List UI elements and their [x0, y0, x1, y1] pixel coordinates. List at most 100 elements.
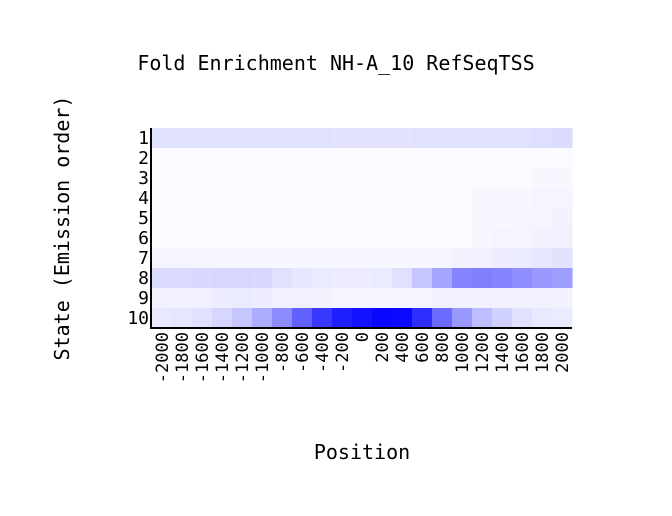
heatmap-cell: [152, 308, 173, 329]
heatmap-cell: [212, 288, 233, 309]
heatmap-cell: [212, 268, 233, 289]
heatmap-cell: [552, 268, 573, 289]
heatmap-cell: [352, 228, 373, 249]
heatmap-cell: [192, 268, 213, 289]
heatmap-cell: [292, 168, 313, 189]
heatmap-cell: [392, 188, 413, 209]
heatmap-cell: [532, 288, 553, 309]
heatmap-cell: [312, 268, 333, 289]
heatmap-cell: [492, 148, 513, 169]
heatmap-cell: [252, 148, 273, 169]
heatmap-cell: [412, 128, 433, 149]
heatmap-cell: [372, 248, 393, 269]
heatmap-cell: [332, 168, 353, 189]
x-tick-label: 1600: [513, 332, 533, 373]
heatmap-cell: [352, 248, 373, 269]
heatmap-cell: [172, 288, 193, 309]
heatmap-cell: [192, 148, 213, 169]
heatmap-cell: [272, 128, 293, 149]
heatmap-cells: [152, 128, 573, 329]
heatmap-cell: [312, 288, 333, 309]
heatmap-cell: [432, 268, 453, 289]
heatmap-cell: [432, 288, 453, 309]
chart-title: Fold Enrichment NH-A_10 RefSeqTSS: [137, 51, 534, 75]
heatmap-cell: [552, 168, 573, 189]
heatmap-cell: [412, 208, 433, 229]
heatmap-cell: [352, 208, 373, 229]
heatmap-cell: [432, 168, 453, 189]
heatmap-cell: [392, 268, 413, 289]
heatmap-cell: [232, 188, 253, 209]
heatmap-cell: [432, 148, 453, 169]
heatmap-cell: [232, 248, 253, 269]
heatmap-cell: [332, 208, 353, 229]
heatmap-cell: [512, 268, 533, 289]
heatmap-cell: [212, 208, 233, 229]
heatmap-cell: [552, 188, 573, 209]
heatmap-cell: [472, 248, 493, 269]
heatmap-cell: [512, 228, 533, 249]
x-tick-label: 2000: [553, 332, 573, 373]
heatmap-cell: [432, 228, 453, 249]
heatmap-cell: [472, 228, 493, 249]
heatmap-cell: [292, 148, 313, 169]
heatmap-cell: [472, 188, 493, 209]
heatmap-cell: [332, 248, 353, 269]
heatmap-cell: [532, 268, 553, 289]
x-tick-label: 0: [353, 332, 373, 342]
heatmap-cell: [232, 228, 253, 249]
heatmap-cell: [552, 228, 573, 249]
heatmap-cell: [312, 308, 333, 329]
heatmap-cell: [192, 308, 213, 329]
heatmap-cell: [352, 308, 373, 329]
x-tick-label: 1400: [493, 332, 513, 373]
heatmap-cell: [252, 228, 273, 249]
heatmap-cell: [372, 148, 393, 169]
heatmap-cell: [332, 128, 353, 149]
heatmap-cell: [212, 148, 233, 169]
heatmap-cell: [492, 168, 513, 189]
heatmap-cell: [372, 268, 393, 289]
heatmap-cell: [392, 208, 413, 229]
heatmap-cell: [412, 308, 433, 329]
heatmap-cell: [512, 288, 533, 309]
x-tick-label: 600: [413, 332, 433, 363]
heatmap-cell: [512, 308, 533, 329]
heatmap-cell: [232, 268, 253, 289]
heatmap-cell: [492, 268, 513, 289]
x-tick-labels: -2000 -1800 -1600 -1400 -1200 -1000 -800 -600 -4…: [153, 332, 573, 383]
heatmap-cell: [312, 128, 333, 149]
y-tick-label: 9: [138, 288, 149, 309]
heatmap-cell: [432, 248, 453, 269]
heatmap-cell: [252, 308, 273, 329]
heatmap-cell: [292, 208, 313, 229]
heatmap-cell: [412, 268, 433, 289]
heatmap-cell: [532, 188, 553, 209]
heatmap-cell: [152, 148, 173, 169]
heatmap-cell: [272, 308, 293, 329]
x-tick-label: 800: [433, 332, 453, 363]
heatmap-cell: [212, 188, 233, 209]
heatmap-cell: [372, 128, 393, 149]
heatmap-cell: [172, 148, 193, 169]
x-tick-label: -600: [293, 332, 313, 373]
x-tick-label: -1000: [253, 332, 273, 383]
y-tick-label: 8: [138, 268, 149, 289]
heatmap-cell: [252, 168, 273, 189]
heatmap-cell: [192, 288, 213, 309]
y-axis-label: State (Emission order): [50, 96, 74, 361]
heatmap-cell: [292, 128, 313, 149]
y-tick-label: 2: [138, 148, 149, 169]
heatmap-cell: [172, 308, 193, 329]
heatmap-cell: [392, 288, 413, 309]
heatmap-cell: [152, 208, 173, 229]
heatmap-cell: [332, 188, 353, 209]
heatmap-cell: [292, 188, 313, 209]
heatmap-cell: [172, 128, 193, 149]
heatmap-cell: [232, 308, 253, 329]
heatmap-cell: [232, 288, 253, 309]
heatmap-cell: [532, 128, 553, 149]
heatmap-cell: [172, 228, 193, 249]
heatmap-cell: [452, 148, 473, 169]
